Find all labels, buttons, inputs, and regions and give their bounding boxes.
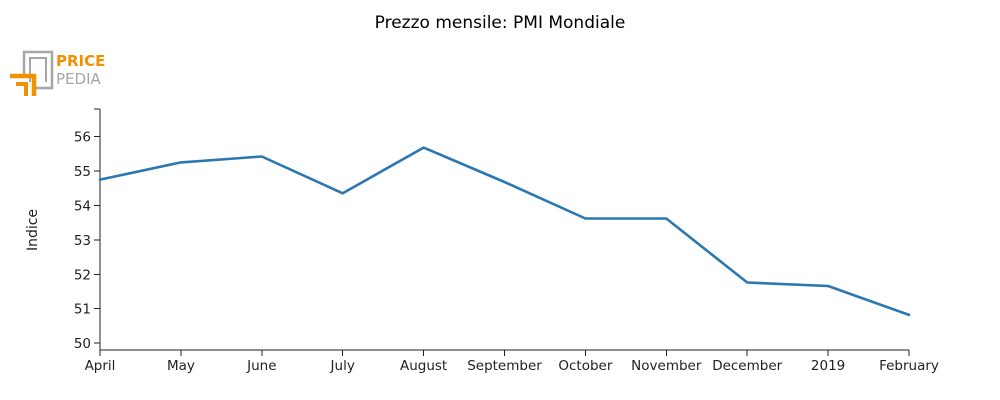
y-tick-label: 56 bbox=[74, 130, 91, 146]
x-tick-label: February bbox=[879, 358, 939, 374]
chart-title: Prezzo mensile: PMI Mondiale bbox=[375, 13, 626, 33]
x-tick-label: December bbox=[712, 358, 782, 374]
logo-gray-bracket bbox=[22, 50, 54, 90]
logo-orange-inner-bracket bbox=[16, 82, 28, 96]
y-tick-label: 53 bbox=[74, 233, 91, 249]
x-tick-label: April bbox=[85, 358, 116, 374]
x-tick-label: July bbox=[330, 358, 355, 374]
x-tick-label: May bbox=[167, 358, 195, 374]
y-tick-label: 52 bbox=[74, 267, 91, 283]
x-tick-label: November bbox=[631, 358, 702, 374]
logo-text-top: PRICE bbox=[56, 52, 105, 70]
y-axis-label: Indice bbox=[25, 209, 41, 251]
pricepedia-logo: PRICE PEDIA bbox=[10, 50, 105, 96]
y-tick-label: 50 bbox=[74, 336, 91, 352]
x-axis: April May June July August September October No… bbox=[85, 349, 939, 374]
y-tick-label: 55 bbox=[74, 164, 91, 180]
y-tick-label: 54 bbox=[74, 198, 91, 214]
plot-area bbox=[98, 146, 911, 317]
logo-gray-inner-bracket bbox=[29, 57, 47, 82]
logo-text-bottom: PEDIA bbox=[56, 70, 101, 88]
logo-orange-bracket bbox=[10, 73, 37, 96]
y-tick-label: 51 bbox=[74, 302, 91, 318]
series-line bbox=[98, 146, 911, 317]
x-tick-label: August bbox=[400, 358, 447, 374]
x-tick-label: 2019 bbox=[811, 358, 845, 374]
x-tick-label: June bbox=[246, 358, 276, 374]
x-tick-label: October bbox=[558, 358, 612, 374]
y-axis: 50 51 52 53 54 55 56 bbox=[74, 108, 101, 352]
x-tick-label: September bbox=[467, 358, 542, 374]
